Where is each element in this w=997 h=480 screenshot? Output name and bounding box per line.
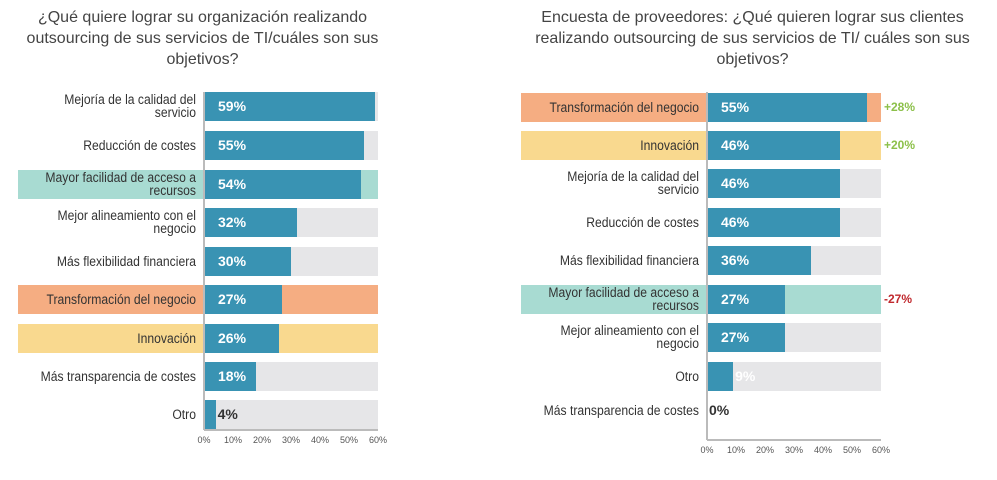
bar [204,91,376,121]
bar [707,207,841,237]
category-label: Otro [675,368,699,384]
value-label: 0% [709,401,730,418]
category-label: Más flexibilidad financiera [559,252,699,268]
category-label: Transformación del negocio [549,99,699,115]
category-label: Mejor alineamiento con el negocio [560,323,699,351]
value-label: 59% [218,97,247,114]
value-label: 9% [735,367,756,384]
bar [707,92,867,122]
bar [204,246,291,276]
category-label: Más transparencia de costes [40,368,197,384]
category-label: Más transparencia de costes [543,402,699,418]
value-label: 46% [721,213,750,230]
x-tick-label: 0% [197,435,211,445]
bar [707,284,786,314]
x-tick-label: 20% [755,445,774,455]
delta-label: +20% [884,137,916,152]
value-label: 27% [218,290,247,307]
delta-label: -27% [884,291,913,306]
y-axis-line [706,92,708,440]
value-label: 32% [218,213,247,230]
category-label: Innovación [640,137,699,153]
bar [204,284,283,314]
bar [204,361,257,391]
bar [204,323,280,353]
value-label: 46% [721,174,750,191]
category-label: Otro [172,406,196,422]
category-label: Mayor facilidad de acceso a recursos [548,285,699,313]
x-axis-line [707,439,881,441]
x-tick-label: 40% [813,445,832,455]
value-label: 26% [218,329,247,346]
category-label: Transformación del negocio [46,291,197,307]
category-label: Mejor alineamiento con el negocio [57,208,197,236]
bar [204,207,297,237]
x-tick-label: 10% [726,445,745,455]
value-label: 18% [218,367,247,384]
right-chart-title: Encuesta de proveedores: ¿Qué quieren lo… [535,9,970,68]
category-label: Reducción de costes [83,137,196,153]
x-axis-line [204,429,378,431]
y-axis-line [203,92,205,430]
x-tick-label: 30% [281,435,300,445]
bar [707,322,786,352]
bar [707,245,812,275]
value-label: 54% [218,175,247,192]
x-tick-label: 20% [252,435,271,445]
delta-label: +28% [884,99,916,114]
x-tick-label: 60% [368,435,387,445]
value-label: 4% [217,405,238,422]
value-label: 27% [721,328,750,345]
value-label: 36% [721,251,750,268]
bar [707,361,734,391]
value-label: 55% [218,136,247,153]
value-label: 46% [721,136,750,153]
bar [707,168,841,198]
x-tick-label: 0% [700,445,714,455]
category-label: Más flexibilidad financiera [56,253,196,269]
x-tick-label: 60% [871,445,890,455]
bar-track [204,399,378,429]
x-tick-label: 50% [339,435,358,445]
category-label: Mejoría de la calidad del servicio [64,92,197,120]
x-tick-label: 50% [842,445,861,455]
category-label: Reducción de costes [586,214,699,230]
bar-track [707,361,881,391]
value-label: 55% [721,98,750,115]
bar [707,130,841,160]
category-label: Mejoría de la calidad del servicio [567,169,699,197]
bar [204,130,364,160]
value-label: 27% [721,290,750,307]
bar [204,399,216,429]
x-tick-label: 40% [310,435,329,445]
x-tick-label: 30% [784,445,803,455]
category-label: Innovación [137,330,196,346]
bar [204,169,361,199]
x-tick-label: 10% [223,435,242,445]
left-chart-title: ¿Qué quiere lograr su organización reali… [26,9,379,68]
category-label: Mayor facilidad de acceso a recursos [45,170,197,198]
value-label: 30% [218,252,247,269]
